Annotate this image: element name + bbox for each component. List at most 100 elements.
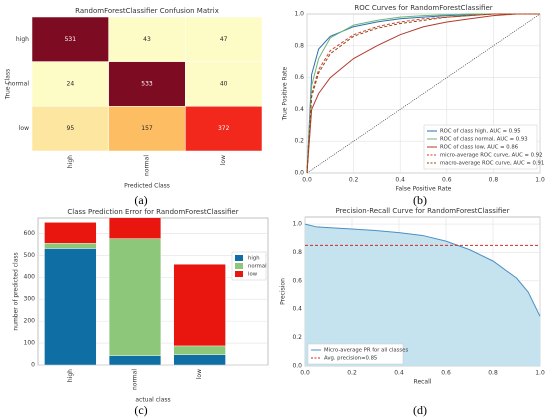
bar-segment <box>108 355 162 365</box>
caption: (b) <box>413 193 427 207</box>
bar-segment <box>173 345 226 355</box>
x-tick-label: 1.0 <box>535 370 545 377</box>
legend-box <box>423 124 538 170</box>
x-tick-label: high <box>67 155 74 168</box>
chart-panel: high 531 43 47 normal 24 533 40 low 95 157 372 high n… <box>5 7 263 207</box>
legend-label: macro-average ROC curve, AUC = 0.91 <box>440 161 544 167</box>
bar-segment <box>173 354 226 365</box>
legend-swatch <box>235 255 243 261</box>
row-label: normal <box>8 81 29 88</box>
y-tick-label: 0.0 <box>292 363 302 370</box>
x-tick-label: low <box>220 155 227 165</box>
legend-label: Avg. precision=0.85 <box>324 356 377 362</box>
y-tick-label: 0.0 <box>294 170 304 177</box>
roc-curve <box>306 13 540 174</box>
x-tick-label: 0.4 <box>394 370 404 377</box>
legend-label: ROC of class normal, AUC = 0.93 <box>440 137 528 143</box>
chart-title: RandomForestClassifier Confusion Matrix <box>75 7 219 15</box>
caption: (d) <box>413 403 427 417</box>
x-axis-label: Recall <box>414 379 432 386</box>
x-tick-label: 0.2 <box>347 370 357 377</box>
cell-value: 372 <box>218 125 230 132</box>
x-tick-label: 0.6 <box>441 370 451 377</box>
chart-panel: 0.0 0.2 0.4 0.6 0.8 1.0 0.0 0.2 0.4 0.6 0.8 1.0 ROC … <box>282 4 545 207</box>
y-tick-label: 0.4 <box>294 106 304 113</box>
legend-swatch <box>235 263 243 269</box>
cell <box>108 106 186 152</box>
y-tick-label: 1.0 <box>294 11 304 18</box>
y-tick-label: 0.8 <box>292 249 302 256</box>
chart-title: Class Prediction Error for RandomForestC… <box>67 208 238 216</box>
cell-value: 47 <box>220 36 228 43</box>
x-tick-label: high <box>67 369 74 382</box>
x-tick-label: normal <box>132 369 139 390</box>
y-tick-label: 0.6 <box>292 277 302 284</box>
y-tick-label: 300 <box>24 296 36 303</box>
x-tick-label: 0.8 <box>489 177 499 184</box>
legend-label: high <box>248 256 260 262</box>
cell <box>185 106 263 152</box>
x-tick-label: normal <box>144 155 151 176</box>
legend-label: Micro-average PR for all classes <box>324 348 408 354</box>
legend-box <box>307 343 404 365</box>
legend-label: ROC of class high, AUC = 0.95 <box>440 129 521 135</box>
x-tick-label: 0.2 <box>349 177 359 184</box>
y-tick-label: 1.0 <box>292 221 302 228</box>
cell-value: 40 <box>220 81 228 88</box>
cell-value: 43 <box>143 36 151 43</box>
chart-title: ROC Curves for RandomForestClassifier <box>354 4 492 12</box>
pr-curve <box>304 223 541 317</box>
y-axis-label: number of predicted class <box>13 252 20 330</box>
y-axis-label: True Positive Rate <box>282 66 289 121</box>
cell-value: 157 <box>141 125 153 132</box>
y-tick-label: 500 <box>24 252 36 259</box>
x-tick-label: 0.4 <box>395 177 405 184</box>
y-tick-label: 200 <box>24 318 36 325</box>
bar-segment <box>108 218 162 239</box>
chance-line <box>306 13 541 174</box>
y-axis-label: Precision <box>280 278 287 305</box>
y-tick-label: 0.4 <box>292 306 302 313</box>
bar-segment <box>173 264 226 347</box>
bar-segment <box>44 222 97 244</box>
bar-segment <box>108 238 162 356</box>
y-tick-label: 0 <box>31 362 35 369</box>
x-tick-label: 1.0 <box>535 177 545 184</box>
y-tick-label: 400 <box>24 274 36 281</box>
cell <box>31 16 109 62</box>
cell <box>31 106 109 152</box>
pr-area <box>305 224 540 366</box>
x-axis-label: actual class <box>135 397 170 404</box>
cell-value: 95 <box>67 125 75 132</box>
legend-label: normal <box>248 264 267 270</box>
bar-segment <box>44 248 97 365</box>
chart-title: Precision-Recall Curve for RandomForestC… <box>335 207 509 215</box>
roc-curve <box>306 13 540 174</box>
legend-label: ROC of class low, AUC = 0.86 <box>440 145 519 151</box>
cell <box>185 16 263 62</box>
row-label: low <box>19 125 29 132</box>
caption: (c) <box>134 403 147 417</box>
legend-swatch <box>235 271 243 277</box>
x-axis-label: False Positive Rate <box>396 186 452 193</box>
x-tick-label: 0.8 <box>488 370 498 377</box>
x-tick-label: 0.0 <box>300 370 310 377</box>
bar-segment <box>44 243 97 249</box>
y-tick-label: 100 <box>24 340 36 347</box>
x-tick-label: 0.0 <box>302 177 312 184</box>
cell-value: 531 <box>65 36 77 43</box>
y-tick-label: 600 <box>24 230 36 237</box>
cell-value: 24 <box>67 81 75 88</box>
x-axis-label: Predicted Class <box>124 183 170 190</box>
caption: (a) <box>134 193 147 207</box>
y-tick-label: 0.8 <box>294 42 304 49</box>
x-tick-label: 0.6 <box>442 177 452 184</box>
bars <box>44 218 226 365</box>
y-axis-label: True Class <box>5 69 12 100</box>
row-label: high <box>16 36 29 43</box>
y-tick-label: 0.2 <box>294 138 304 145</box>
y-tick-label: 0.2 <box>292 334 302 341</box>
legend-label: micro-average ROC curve, AUC = 0.92 <box>440 153 542 159</box>
chart-panel: 0 100 200 300 400 500 600 high normal low high norm… <box>13 208 269 417</box>
